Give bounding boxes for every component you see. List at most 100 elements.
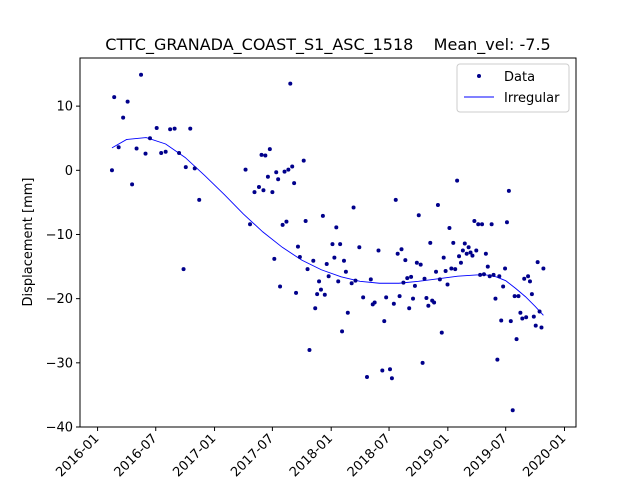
data-point — [307, 347, 312, 352]
data-point — [248, 222, 253, 227]
data-point — [489, 222, 494, 227]
data-point — [294, 290, 299, 295]
data-point — [393, 197, 398, 202]
plot-frame — [79, 57, 577, 428]
data-point — [445, 282, 450, 287]
data-point — [424, 296, 429, 301]
data-point — [311, 258, 316, 263]
data-point — [357, 245, 362, 250]
data-point — [125, 99, 130, 104]
data-point — [334, 225, 339, 230]
data-point — [510, 408, 515, 413]
data-point — [259, 152, 264, 157]
data-point — [292, 181, 297, 186]
legend-data-marker — [477, 74, 481, 78]
data-point — [401, 280, 406, 285]
data-point — [493, 296, 498, 301]
y-axis-label: Displacement [mm] — [21, 178, 36, 307]
data-point — [524, 315, 529, 320]
data-point — [508, 319, 513, 324]
data-point — [351, 205, 356, 210]
data-point — [315, 292, 320, 297]
data-point — [284, 219, 289, 224]
data-point — [183, 165, 188, 170]
data-point — [252, 190, 257, 195]
data-point — [472, 219, 477, 223]
data-point — [272, 256, 277, 261]
data-point — [506, 188, 511, 193]
data-point — [499, 318, 504, 323]
data-point — [134, 146, 139, 151]
data-point — [426, 303, 431, 308]
data-point — [343, 269, 348, 274]
data-point — [428, 240, 433, 245]
data-point — [382, 319, 387, 324]
y-tick-label: 10 — [56, 100, 73, 115]
data-point — [453, 267, 458, 272]
y-tick-label: 0 — [65, 164, 73, 179]
data-point — [270, 190, 275, 195]
data-point — [384, 295, 389, 300]
y-tick-label: −10 — [46, 228, 73, 243]
data-point — [112, 95, 117, 100]
data-point — [163, 149, 168, 154]
data-point — [437, 277, 442, 282]
data-point — [380, 368, 385, 373]
data-point — [130, 182, 135, 187]
data-point — [286, 167, 291, 172]
data-point — [261, 188, 266, 193]
data-point — [539, 325, 544, 330]
x-tick-label: 2020-01 — [520, 431, 569, 480]
data-point — [409, 274, 414, 279]
data-point — [288, 81, 293, 86]
data-point — [432, 300, 437, 305]
data-point — [274, 170, 279, 175]
data-point — [301, 158, 306, 163]
data-point — [263, 153, 268, 158]
data-point — [388, 367, 392, 372]
x-tick-label: 2018-07 — [345, 431, 394, 480]
y-tick-label: −40 — [46, 421, 73, 436]
data-point — [470, 253, 475, 258]
data-point — [439, 330, 444, 335]
data-point — [297, 254, 302, 259]
data-point — [317, 279, 322, 284]
data-point — [403, 258, 408, 263]
data-point — [478, 272, 483, 277]
legend-box — [456, 63, 570, 113]
data-point — [512, 294, 517, 299]
data-point — [474, 248, 479, 253]
x-tick-label: 2016-07 — [112, 431, 161, 480]
data-point — [336, 279, 341, 284]
data-point — [322, 292, 327, 297]
data-point — [485, 264, 490, 269]
data-point — [280, 222, 285, 227]
data-point — [305, 267, 310, 272]
data-point — [154, 125, 159, 130]
data-point — [457, 254, 462, 259]
data-point — [451, 240, 456, 245]
data-point — [282, 169, 287, 174]
x-tick-label: 2019-01 — [404, 431, 453, 480]
data-point — [491, 272, 496, 277]
data-point — [405, 276, 410, 281]
y-tick-label: −20 — [46, 292, 73, 307]
data-point — [278, 284, 283, 289]
data-point — [345, 310, 350, 315]
data-point — [520, 316, 525, 321]
data-point — [330, 242, 335, 247]
data-point — [522, 276, 527, 281]
x-tick-label: 2019-07 — [461, 431, 510, 480]
x-tick-label: 2016-01 — [53, 431, 102, 480]
data-point — [434, 269, 439, 274]
data-point — [503, 266, 508, 271]
data-point — [320, 213, 325, 218]
data-point — [526, 274, 531, 279]
x-axis: 2016-01 2016-07 2017-01 2017-07 2018-01 2018-… — [53, 427, 569, 480]
data-point — [483, 251, 488, 256]
data-point — [414, 260, 419, 265]
x-tick-label: 2017-01 — [170, 431, 219, 480]
data-point — [422, 276, 427, 281]
data-point — [535, 260, 540, 265]
data-point — [514, 337, 519, 342]
